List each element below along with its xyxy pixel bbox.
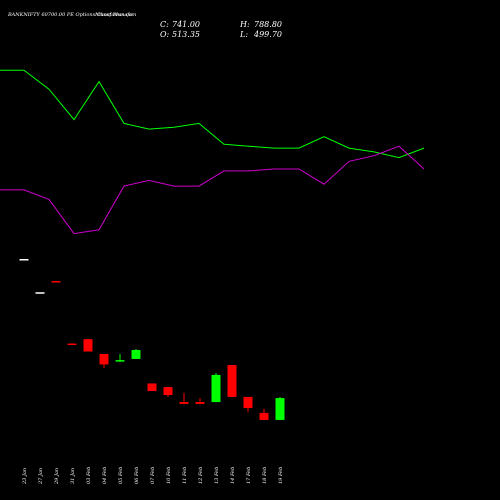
candle xyxy=(163,387,173,397)
candle xyxy=(115,354,125,362)
date-tick-label: 12 Feb xyxy=(198,467,204,484)
indicator-lines xyxy=(0,69,425,235)
date-tick-label: 10 Feb xyxy=(166,467,172,484)
date-tick-label: 17 Feb xyxy=(246,467,252,484)
high-label: H: xyxy=(239,20,250,29)
candle xyxy=(51,281,61,283)
open-value: 513.35 xyxy=(172,30,200,39)
candle xyxy=(227,365,237,397)
open-label: O: xyxy=(160,30,170,39)
candle xyxy=(179,392,189,404)
candle-body xyxy=(147,383,157,392)
candle xyxy=(211,373,221,403)
date-tick-label: 29 Jan xyxy=(54,468,60,485)
low-value: 499.70 xyxy=(253,30,282,39)
candle-body xyxy=(275,398,285,420)
date-tick-label: 19 Feb xyxy=(278,467,284,484)
date-tick-label: 05 Feb xyxy=(118,467,124,484)
date-axis: 23 Jan 27 Jan 29 Jan 31 Jan 03 Feb 04 Feb 05 F… xyxy=(22,467,284,485)
candle xyxy=(147,383,157,392)
candle-body xyxy=(131,350,141,359)
candle-body xyxy=(211,374,221,403)
candle-body xyxy=(195,402,205,404)
date-tick-label: 06 Feb xyxy=(134,467,140,484)
candles xyxy=(19,259,285,420)
date-tick-label: 31 Jan xyxy=(70,468,76,484)
candle-body xyxy=(179,402,189,404)
date-tick-label: 23 Jan xyxy=(22,468,28,485)
low-label: L: xyxy=(239,30,248,39)
candle-body xyxy=(19,259,29,261)
candle-body xyxy=(51,281,61,283)
candle xyxy=(19,259,29,261)
candle-body xyxy=(243,396,253,408)
chart-header: BANKNIFTY 60700.00 PE Options Chart Muna… xyxy=(7,12,282,39)
magenta-line xyxy=(0,145,425,235)
green-line xyxy=(0,69,425,159)
candle-body xyxy=(99,354,109,365)
candle xyxy=(275,396,285,420)
close-label: C: xyxy=(160,20,169,29)
candle xyxy=(99,354,109,369)
close-value: 741.00 xyxy=(172,20,200,29)
site-name: Munafaless.com xyxy=(94,12,136,18)
candle xyxy=(195,398,205,404)
candle xyxy=(243,396,253,412)
date-tick-label: 27 Jan xyxy=(38,468,44,485)
candle-body xyxy=(115,360,125,362)
date-tick-label: 11 Feb xyxy=(182,467,188,484)
date-tick-label: 07 Feb xyxy=(150,467,156,484)
date-tick-label: 13 Feb xyxy=(214,467,220,484)
chart-title: BANKNIFTY 60700.00 PE Options Chart Muna… xyxy=(7,12,132,18)
date-tick-label: 03 Feb xyxy=(86,467,92,484)
high-value: 788.80 xyxy=(254,20,282,29)
candle xyxy=(131,349,141,359)
candle-body xyxy=(67,343,77,346)
candle xyxy=(83,339,93,352)
candle xyxy=(259,408,269,420)
candle-body xyxy=(227,365,237,397)
candle xyxy=(35,292,45,294)
candle xyxy=(67,343,77,346)
candle-body xyxy=(163,387,173,396)
date-tick-label: 14 Feb xyxy=(230,467,236,484)
candle-body xyxy=(83,339,93,352)
date-tick-label: 04 Feb xyxy=(102,467,108,484)
candle-body xyxy=(259,412,269,420)
date-tick-label: 18 Feb xyxy=(262,467,268,484)
candle-body xyxy=(35,292,45,294)
